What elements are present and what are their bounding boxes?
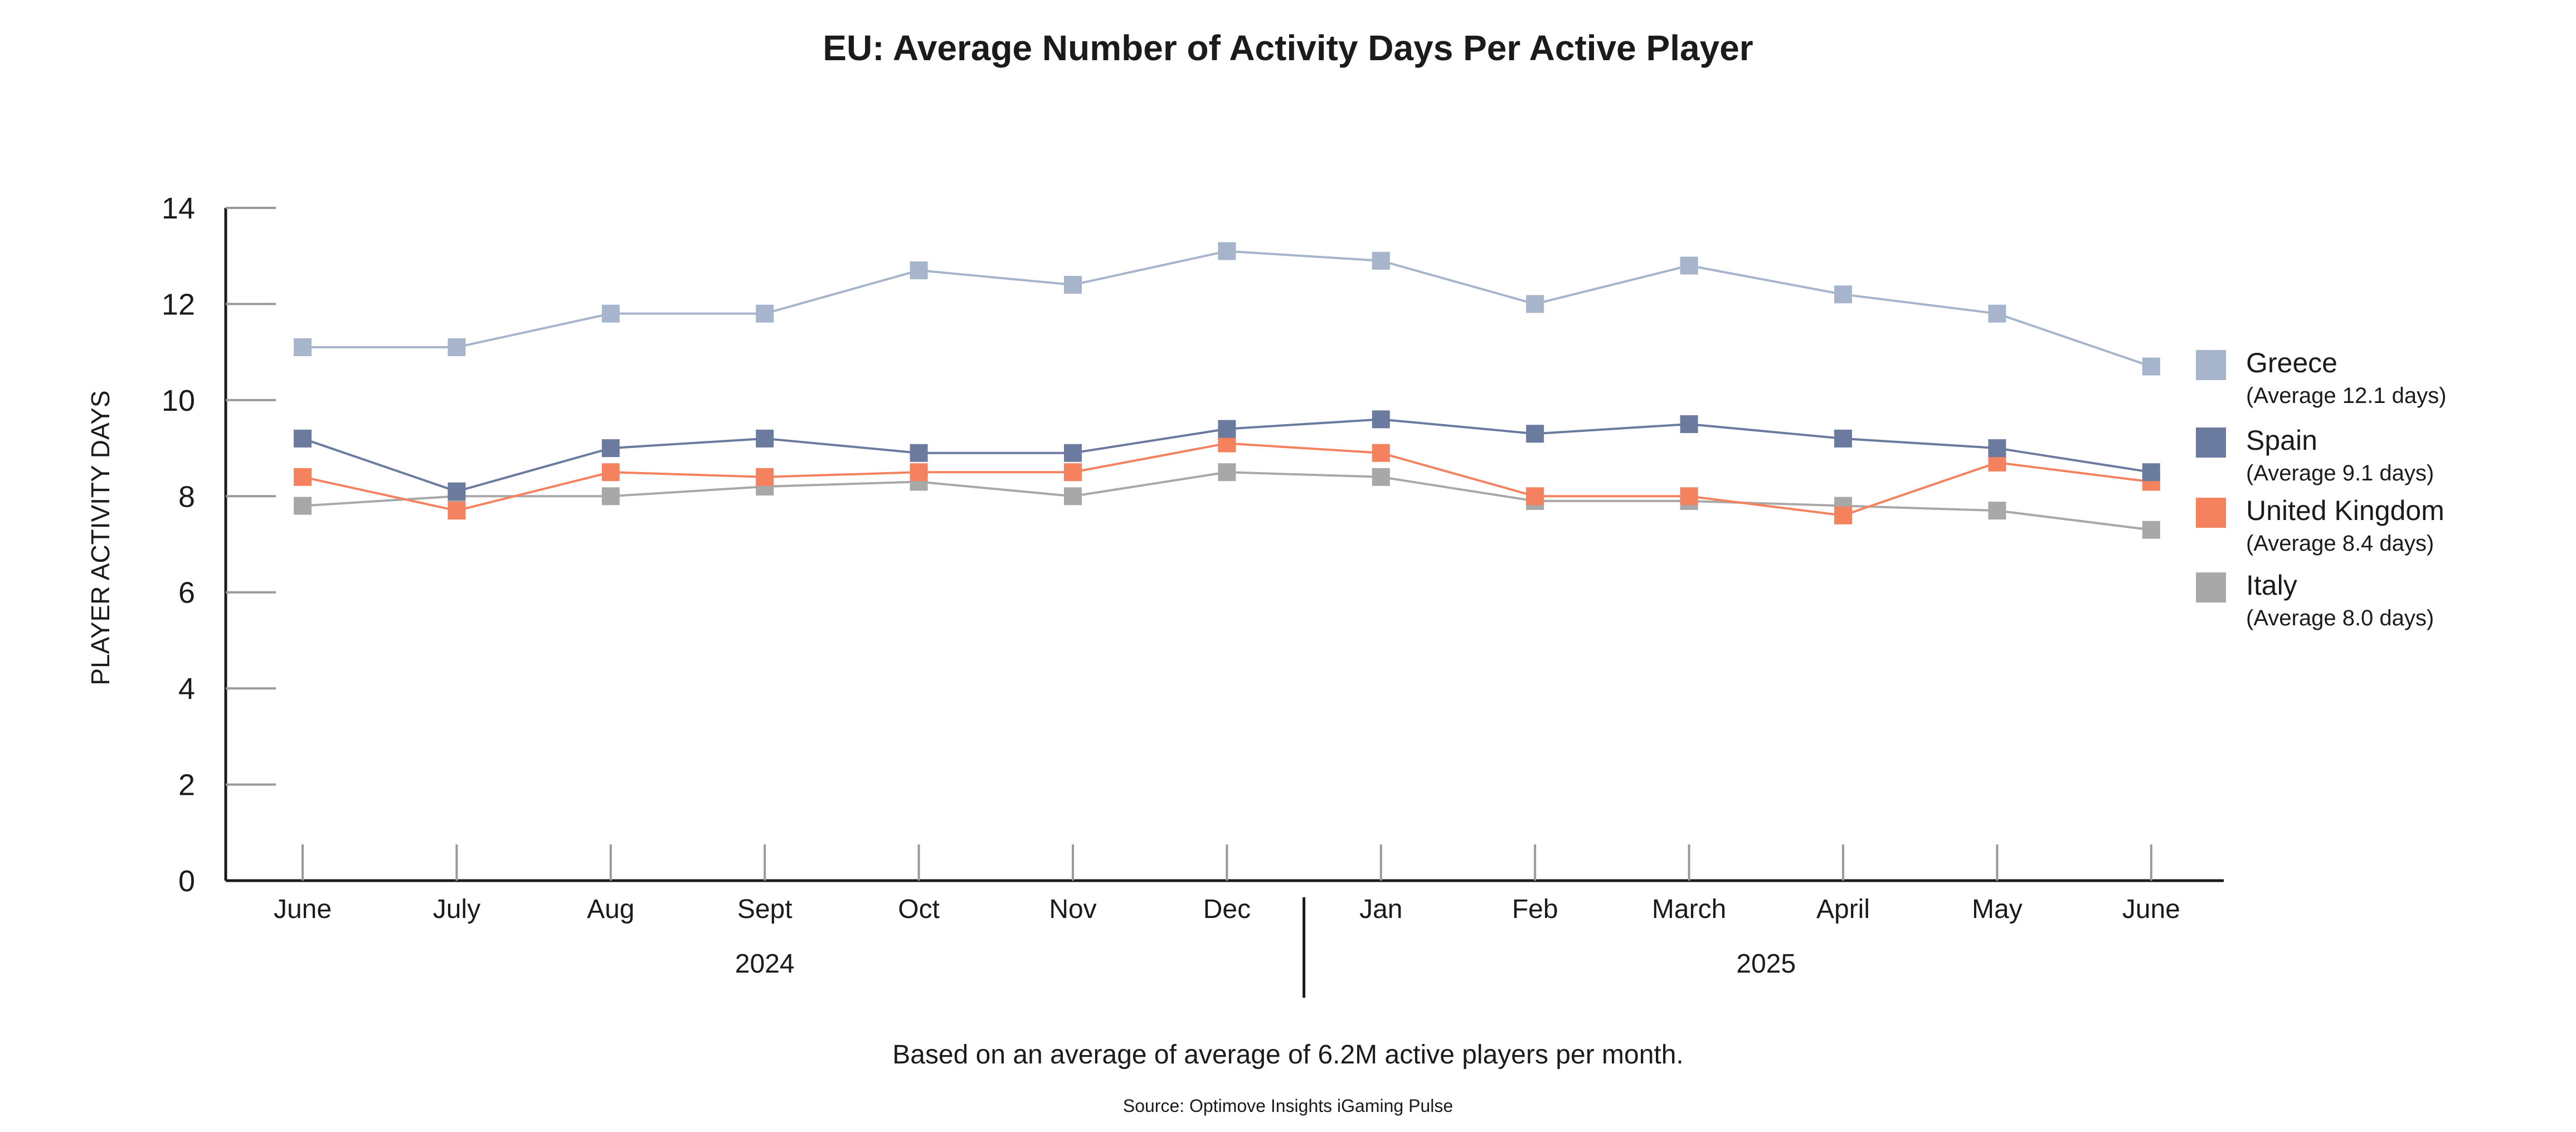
data-point-greece [1834, 285, 1852, 304]
data-point-greece [448, 338, 466, 357]
data-point-italy [1218, 463, 1236, 482]
y-tick-label: 12 [162, 288, 195, 321]
data-point-spain [910, 444, 928, 462]
x-tick-label: June [274, 895, 332, 924]
data-point-italy [1372, 468, 1390, 486]
y-tick-label: 10 [162, 384, 195, 417]
data-point-united-kingdom [1372, 444, 1390, 462]
data-point-spain [448, 482, 466, 501]
y-axis-label: PLAYER ACTIVITY DAYS [86, 390, 115, 685]
legend-swatch [2196, 350, 2226, 380]
data-point-greece [1218, 242, 1236, 260]
legend-average: (Average 8.4 days) [2246, 531, 2434, 556]
data-point-greece [910, 261, 928, 280]
year-label: 2024 [735, 949, 795, 979]
data-point-italy [294, 497, 312, 515]
data-point-greece [1988, 304, 2006, 323]
x-tick-label: Feb [1512, 895, 1558, 924]
legend-swatch [2196, 498, 2226, 528]
legend: Greece (Average 12.1 days) Spain (Average 9… [2196, 347, 2446, 630]
data-point-greece [601, 304, 620, 323]
x-tick-label: Oct [898, 895, 940, 924]
legend-item-greece: Greece (Average 12.1 days) [2196, 347, 2446, 408]
data-point-united-kingdom [294, 468, 312, 486]
x-tick-label: Jan [1359, 895, 1402, 924]
legend-label: Greece [2246, 347, 2337, 378]
data-point-greece [1680, 256, 1698, 275]
legend-label: Spain [2246, 425, 2317, 456]
x-tick-label: Aug [587, 895, 634, 924]
legend-label: United Kingdom [2246, 495, 2444, 526]
y-tick-label: 14 [162, 192, 195, 225]
x-axis: June July Aug Sept Oct Nov Dec Jan Feb March April… [226, 844, 2224, 998]
data-point-spain [1526, 425, 1544, 443]
x-tick-label: Nov [1049, 895, 1096, 924]
legend-label: Italy [2246, 570, 2297, 601]
x-tick-label: March [1652, 895, 1726, 924]
series-italy [294, 463, 2160, 539]
data-point-greece [1372, 251, 1390, 270]
x-tick-label: April [1816, 895, 1870, 924]
legend-item-spain: Spain (Average 9.1 days) [2196, 425, 2434, 485]
data-point-united-kingdom [1834, 506, 1852, 524]
data-point-united-kingdom [1064, 463, 1082, 482]
data-point-spain [1988, 439, 2006, 458]
y-tick-label: 4 [178, 672, 195, 706]
data-point-spain [1834, 429, 1852, 448]
data-point-spain [1680, 415, 1698, 433]
legend-item-italy: Italy (Average 8.0 days) [2196, 570, 2434, 630]
x-tick-label: Sept [737, 895, 793, 924]
y-tick-label: 0 [178, 864, 195, 898]
year-label: 2025 [1736, 949, 1796, 979]
legend-average: (Average 8.0 days) [2246, 606, 2434, 630]
series-group [294, 242, 2160, 539]
data-point-spain [1218, 420, 1236, 438]
y-tick-label: 8 [178, 480, 195, 513]
series-spain [294, 410, 2160, 501]
data-point-spain [756, 429, 774, 448]
data-point-united-kingdom [910, 463, 928, 482]
data-point-greece [2142, 357, 2160, 376]
data-point-greece [294, 338, 312, 357]
data-point-italy [601, 487, 620, 506]
data-point-spain [1064, 444, 1082, 462]
x-tick-label: June [2122, 895, 2180, 924]
x-tick-label: July [433, 895, 480, 924]
y-tick-label: 2 [178, 769, 195, 802]
data-point-italy [2142, 521, 2160, 539]
legend-swatch [2196, 427, 2226, 458]
x-tick-label: May [1972, 895, 2023, 924]
legend-average: (Average 9.1 days) [2246, 461, 2434, 485]
legend-average: (Average 12.1 days) [2246, 383, 2446, 408]
y-tick-label: 6 [178, 576, 195, 610]
data-point-united-kingdom [448, 502, 466, 520]
data-point-greece [756, 304, 774, 323]
series-greece [294, 242, 2160, 376]
series-line-greece [303, 250, 2152, 368]
y-axis: 0 2 4 6 8 10 12 14 [162, 192, 276, 898]
legend-item-united-kingdom: United Kingdom (Average 8.4 days) [2196, 495, 2444, 556]
data-point-spain [294, 429, 312, 448]
data-point-italy [1064, 487, 1082, 506]
legend-swatch [2196, 572, 2226, 603]
source-note: Source: Optimove Insights iGaming Pulse [1123, 1096, 1453, 1116]
chart-title: EU: Average Number of Activity Days Per … [823, 28, 1753, 68]
x-tick-label: Dec [1203, 895, 1251, 924]
data-point-greece [1064, 275, 1082, 294]
data-point-spain [601, 439, 620, 458]
data-point-united-kingdom [1526, 487, 1544, 506]
data-point-united-kingdom [1680, 487, 1698, 506]
data-point-spain [2142, 463, 2160, 482]
data-point-greece [1526, 295, 1544, 313]
series-united-kingdom [294, 434, 2160, 524]
data-point-united-kingdom [756, 468, 774, 486]
data-point-italy [1988, 502, 2006, 520]
data-point-spain [1372, 410, 1390, 429]
footnote: Based on an average of average of 6.2M a… [892, 1040, 1684, 1070]
data-point-united-kingdom [601, 463, 620, 482]
